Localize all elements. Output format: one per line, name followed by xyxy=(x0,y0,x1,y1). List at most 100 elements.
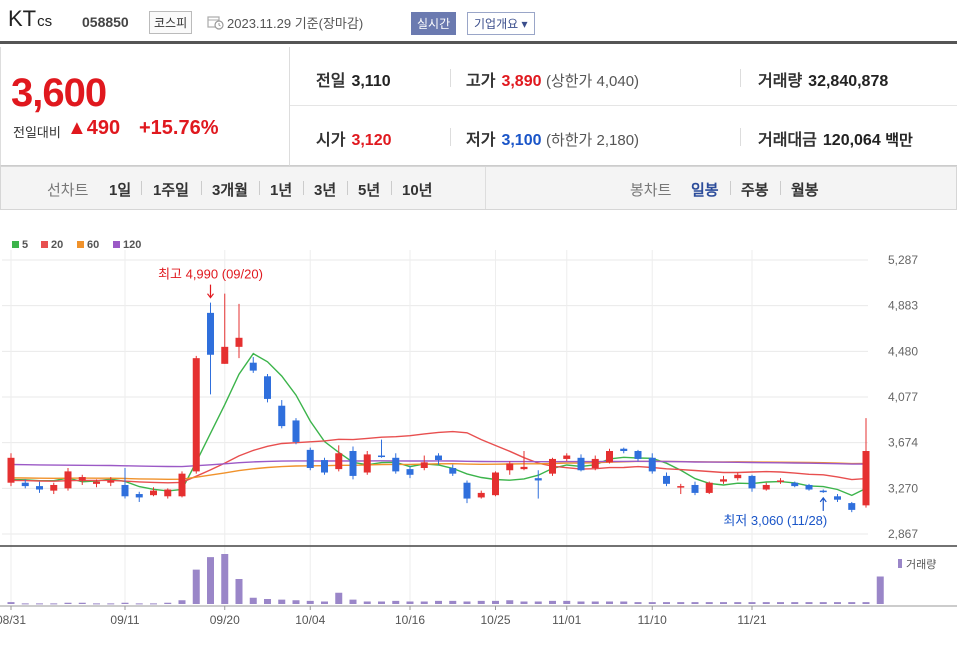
market-badge: 코스피 xyxy=(149,11,193,34)
period-3y[interactable]: 3년 xyxy=(314,182,337,199)
x-tick-label: 10/25 xyxy=(480,613,510,627)
candle-body xyxy=(207,312,214,355)
candle-body xyxy=(292,420,300,442)
info-row: 전일 3,110 고가 3,890 (상한가 4,040) 거래량 32,840,87… xyxy=(290,47,957,106)
candle-monthly[interactable]: 월봉 xyxy=(791,182,819,199)
legend-label: 120 xyxy=(123,239,141,251)
volume-bar xyxy=(876,576,884,604)
candle-body xyxy=(720,479,727,482)
candle-body xyxy=(335,453,343,470)
volume-bar xyxy=(577,601,585,604)
volume-bar xyxy=(834,602,841,604)
candle-body xyxy=(7,457,15,483)
candle-body xyxy=(663,475,670,484)
volume-bar xyxy=(107,603,115,605)
volume-bar xyxy=(36,603,43,605)
candle-body xyxy=(50,484,58,491)
period-10y[interactable]: 10년 xyxy=(402,182,433,199)
volume-bar xyxy=(720,602,727,604)
candle-body xyxy=(420,462,428,468)
candle-body xyxy=(349,451,357,476)
volume-bar xyxy=(264,599,271,604)
y-tick-label: 4,077 xyxy=(888,390,918,404)
period-3m[interactable]: 3개월 xyxy=(212,182,248,199)
volume-bar xyxy=(762,602,770,604)
realtime-button[interactable]: 실시간 xyxy=(411,12,457,35)
x-tick-label: 10/04 xyxy=(295,613,325,627)
period-5y[interactable]: 5년 xyxy=(358,182,381,199)
candle-body xyxy=(164,489,172,497)
candle-body xyxy=(221,346,229,364)
candle-body xyxy=(406,469,414,475)
candle-body xyxy=(235,337,243,347)
volume-legend-swatch xyxy=(898,559,902,568)
volume-bar xyxy=(492,600,499,604)
volume-label: 거래량 xyxy=(906,558,936,571)
legend-label: 20 xyxy=(51,239,63,251)
volume-bar xyxy=(463,601,471,604)
volume-bar xyxy=(406,601,414,604)
volume-bar xyxy=(477,600,485,604)
candle-body xyxy=(278,405,286,427)
volume-bar xyxy=(506,600,514,604)
candle-body xyxy=(463,482,471,499)
volume-bar xyxy=(634,602,642,604)
volume-bar xyxy=(392,600,400,604)
period-1d[interactable]: 1일 xyxy=(109,182,132,199)
chart-legend: 5 20 60 120 xyxy=(12,239,141,251)
candle-body xyxy=(648,457,656,472)
company-overview-button[interactable]: 기업개요 ▾ xyxy=(467,12,535,35)
volume-bar xyxy=(777,602,784,604)
stock-header: KTcs 058850 코스피 2023.11.29 기준(장마감) 실시간 기… xyxy=(0,0,957,44)
x-tick-label: 10/16 xyxy=(395,613,425,627)
stock-chart[interactable]: 5 20 60 120 5,287 4,883 4,480 4,077 3,674 3,270 2… xyxy=(0,210,957,655)
candle-body xyxy=(392,457,400,472)
chart-annotations: 최고 4,990 (09/20) 최저 3,060 (11/28) xyxy=(158,267,827,528)
y-tick-label: 2,867 xyxy=(888,527,918,541)
candle-body xyxy=(705,482,713,493)
period-1y[interactable]: 1년 xyxy=(270,182,293,199)
x-tick-label: 09/11 xyxy=(110,613,139,627)
volume-bar xyxy=(791,602,799,604)
candle-weekly[interactable]: 주봉 xyxy=(741,182,769,199)
price-axis: 5,287 4,883 4,480 4,077 3,674 3,270 2,867 xyxy=(888,253,918,541)
candle-daily[interactable]: 일봉 xyxy=(691,182,719,199)
candle-body xyxy=(563,455,571,459)
volume-bar xyxy=(164,602,172,604)
volume-bar xyxy=(663,602,670,604)
volume-bar xyxy=(192,569,200,604)
date-axis: 08/31 09/11 09/20 10/04 10/16 10/25 11/01 11/10… xyxy=(0,605,957,627)
candle-body xyxy=(264,376,271,399)
candle-body xyxy=(606,451,613,463)
candle-body xyxy=(677,486,685,488)
candle-body xyxy=(378,455,385,458)
candle-body xyxy=(321,460,328,473)
clock-icon xyxy=(207,16,224,30)
candle-body xyxy=(492,472,499,496)
volume-bar xyxy=(321,601,328,604)
price-info-table: 전일 3,110 고가 3,890 (상한가 4,040) 거래량 32,840,87… xyxy=(290,47,957,166)
volume-bar xyxy=(620,601,628,604)
legend-swatch xyxy=(41,241,48,248)
legend-swatch xyxy=(113,241,120,248)
candle-body xyxy=(107,480,115,483)
candle-body xyxy=(862,451,870,506)
x-tick-label: 11/10 xyxy=(638,613,667,627)
volume-bar xyxy=(591,601,599,604)
volume-bar xyxy=(534,601,542,604)
candle-body xyxy=(93,481,100,484)
candle-body xyxy=(748,475,756,489)
volume-bar xyxy=(748,602,756,604)
volume-bar xyxy=(249,597,257,604)
candle-body xyxy=(834,496,841,500)
candle-body xyxy=(477,492,485,498)
volume-bar xyxy=(848,602,856,604)
candle-body xyxy=(549,458,556,474)
volume-bar xyxy=(862,602,870,604)
period-1w[interactable]: 1주일 xyxy=(153,182,189,199)
candle-body xyxy=(762,484,770,490)
candle-body xyxy=(78,477,86,481)
volume-bar xyxy=(435,600,442,604)
period-selector: 선차트 1일 1주일 3개월 1년 3년 5년 10년 봉차트 일봉 주봉 월봉 xyxy=(0,166,957,210)
candle-body xyxy=(178,473,186,497)
